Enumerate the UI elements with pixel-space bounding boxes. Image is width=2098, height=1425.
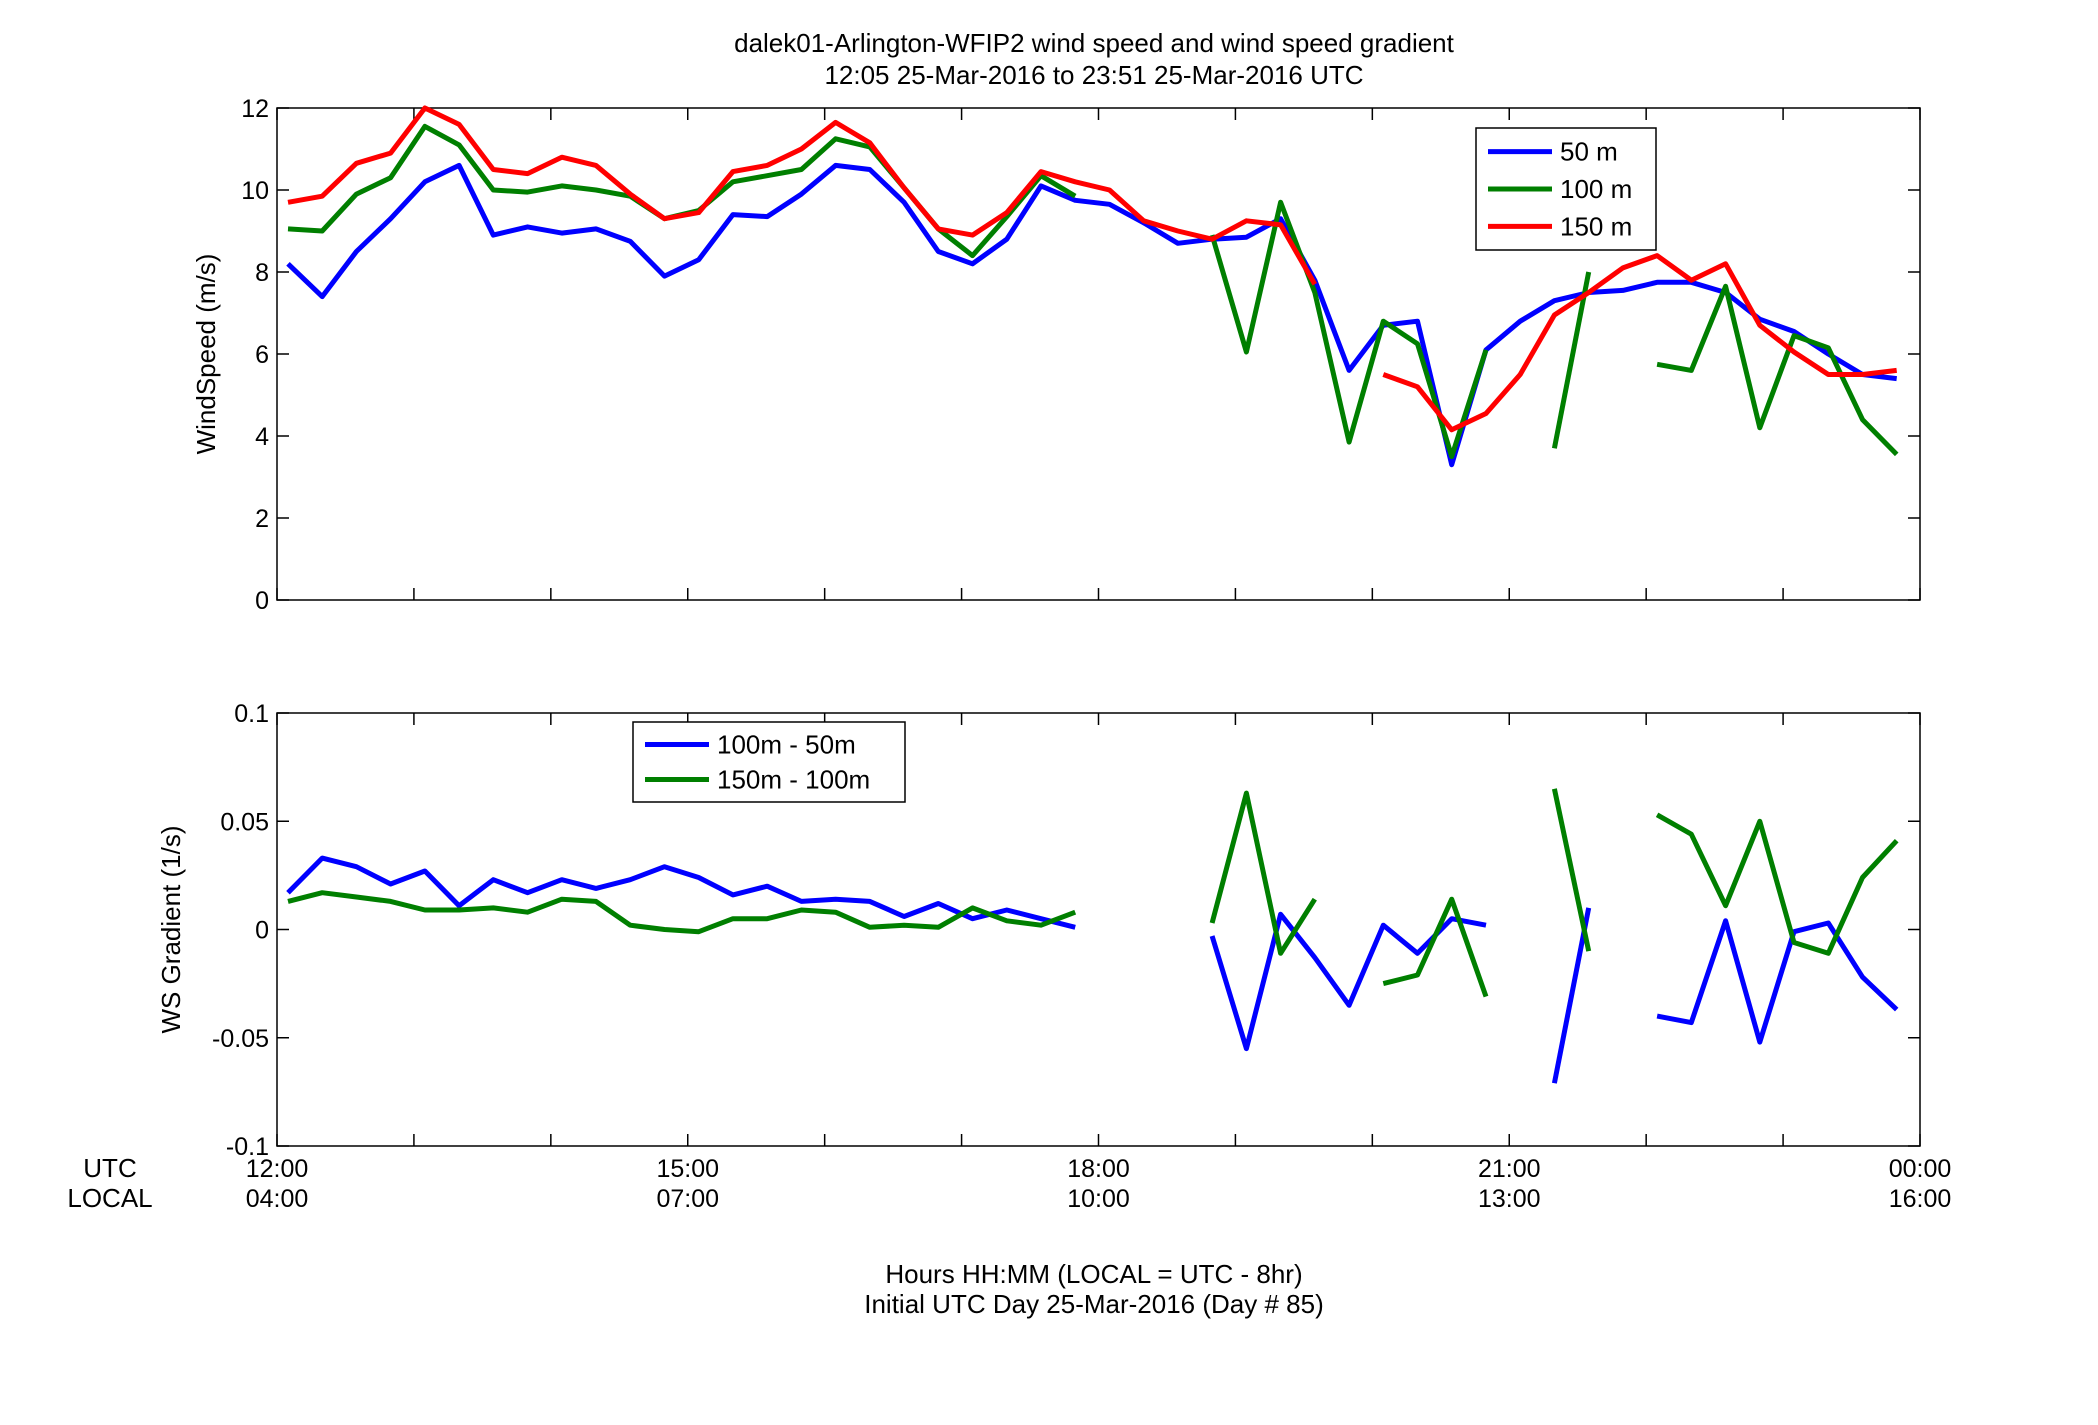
y-tick-label: 0 [255, 917, 269, 945]
series-line-150m-100m [1655, 812, 1899, 956]
x-tick-label-utc: 15:00 [656, 1155, 719, 1183]
legend-label: 150m - 100m [717, 765, 870, 795]
y-tick-label: 0.1 [234, 700, 269, 728]
windspeed-panel: 0 2 4 6 8 10 12 WindSpeed (m/s) 50 m 100 m 150 m [191, 95, 1921, 615]
utc-row-label: UTC [83, 1153, 136, 1183]
legend-label: 50 m [1560, 137, 1618, 167]
series-line-150-m [1382, 253, 1897, 433]
x-tick-label-local: 13:00 [1478, 1185, 1541, 1213]
chart-title-line1: dalek01-Arlington-WFIP2 wind speed and w… [734, 28, 1455, 58]
y-tick-label: -0.1 [226, 1133, 269, 1161]
y-axis-label: WindSpeed (m/s) [191, 254, 221, 455]
legend-label: 100 m [1560, 174, 1632, 204]
x-tick-label-local: 16:00 [1889, 1185, 1952, 1213]
local-row-label: LOCAL [67, 1183, 152, 1213]
legend-box [632, 721, 906, 803]
y-tick-label: 0 [255, 587, 269, 615]
x-tick-label-utc: 00:00 [1889, 1155, 1952, 1183]
y-tick-label: -0.05 [212, 1025, 269, 1053]
plot-frame [276, 712, 1921, 1147]
x-tick-label-utc: 18:00 [1067, 1155, 1130, 1183]
y-tick-label: 6 [255, 341, 269, 369]
y-tick-label: 8 [255, 259, 269, 287]
x-tick-label-local: 04:00 [246, 1185, 309, 1213]
series-line-150-m [287, 105, 1317, 286]
legend-label: 100m - 50m [717, 730, 856, 760]
series-line-150m-100m [1551, 788, 1592, 952]
y-tick-label: 4 [255, 423, 269, 451]
series-line-100-m [1551, 271, 1592, 449]
y-tick-label: 10 [241, 177, 269, 205]
series-line-150m-100m [287, 890, 1077, 935]
x-tick-label-utc: 21:00 [1478, 1155, 1541, 1183]
series-line-100m-50m [1656, 918, 1899, 1045]
y-axis-label: WS Gradient (1/s) [156, 825, 186, 1033]
series-line-150m-100m [1382, 896, 1489, 998]
series-line-100m-50m [286, 855, 1076, 930]
x-tick-label-local: 07:00 [656, 1185, 719, 1213]
chart-title-line2: 12:05 25-Mar-2016 to 23:51 25-Mar-2016 U… [824, 60, 1363, 90]
series-line-100-m [1656, 283, 1899, 457]
y-tick-label: 0.05 [220, 808, 269, 836]
y-tick-label: 2 [255, 505, 269, 533]
x-tick-label-local: 10:00 [1067, 1185, 1130, 1213]
legend-label: 150 m [1560, 211, 1632, 241]
series-line-50-m [286, 162, 1897, 468]
y-tick-label: 12 [241, 95, 269, 123]
x-axis-label-line1: Hours HH:MM (LOCAL = UTC - 8hr) [885, 1259, 1302, 1289]
series-line-150m-100m [1209, 790, 1317, 956]
x-axis-label-line2: Initial UTC Day 25-Mar-2016 (Day # 85) [864, 1289, 1324, 1319]
plot-frame [276, 107, 1921, 601]
x-tick-label-utc: 12:00 [246, 1155, 309, 1183]
series-line-100m-50m [1551, 907, 1592, 1084]
